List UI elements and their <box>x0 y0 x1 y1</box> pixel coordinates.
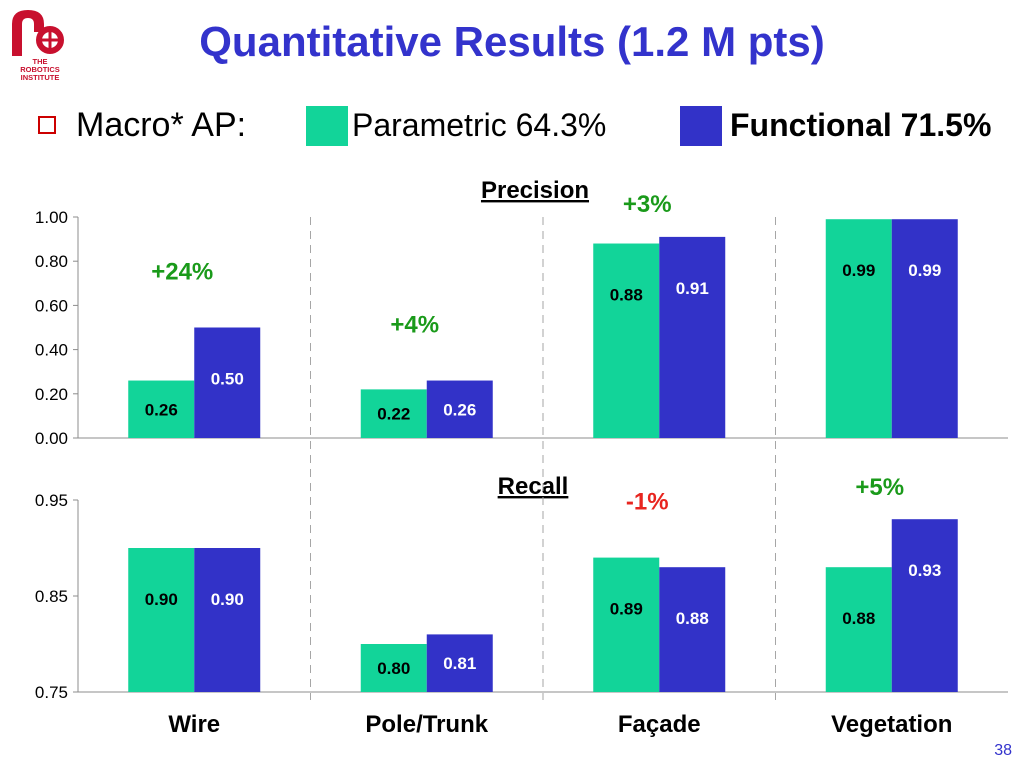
bar <box>659 236 726 438</box>
bar <box>128 548 195 692</box>
bar <box>360 389 427 438</box>
parametric-swatch <box>306 106 348 146</box>
data-label: 0.88 <box>610 286 643 305</box>
data-label: 0.22 <box>377 405 410 424</box>
data-label: 0.93 <box>908 561 941 580</box>
category-label: Vegetation <box>831 711 952 738</box>
change-annotation: +4% <box>390 312 439 339</box>
bar <box>426 634 493 692</box>
page-number: 38 <box>994 742 1012 759</box>
data-label: 0.26 <box>145 400 178 419</box>
y-tick-label: 1.00 <box>35 208 68 227</box>
functional-legend-text: Functional 71.5% <box>730 107 992 143</box>
bar <box>659 567 726 692</box>
data-label: 0.88 <box>842 609 875 628</box>
data-label: 0.99 <box>908 261 941 280</box>
logo-line: INSTITUTE <box>20 73 60 82</box>
bar <box>891 519 958 692</box>
data-label: 0.99 <box>842 261 875 280</box>
logo-line: ROBOTICS <box>20 65 60 74</box>
data-label: 0.90 <box>211 590 244 609</box>
legend-row: Macro* AP: Parametric 64.3% Functional 7… <box>38 104 1018 148</box>
logo-mark-icon <box>12 10 64 56</box>
y-tick-label: 0.80 <box>35 252 68 271</box>
functional-swatch <box>680 106 722 146</box>
slide-title: Quantitative Results (1.2 M pts) <box>199 18 825 65</box>
parametric-legend-text: Parametric 64.3% <box>352 107 607 143</box>
data-label: 0.80 <box>377 659 410 678</box>
bar <box>593 243 660 438</box>
y-tick-label: 0.00 <box>35 429 68 448</box>
category-label: Wire <box>168 711 220 738</box>
change-annotation: +24% <box>151 259 213 286</box>
change-annotation: +5% <box>855 474 904 501</box>
bar <box>128 380 195 438</box>
logo-text: THE ROBOTICS INSTITUTE <box>10 58 70 82</box>
bar <box>360 644 427 692</box>
data-label: 0.50 <box>211 370 244 389</box>
bar <box>891 219 958 438</box>
bar <box>825 219 892 438</box>
data-label: 0.89 <box>610 600 643 619</box>
checkbox-bullet-icon <box>38 116 56 134</box>
category-label: Façade <box>618 711 701 738</box>
y-tick-label: 0.40 <box>35 341 68 360</box>
robotics-institute-logo: THE ROBOTICS INSTITUTE <box>6 6 68 90</box>
data-label: 0.88 <box>676 609 709 628</box>
panel-title: Precision <box>481 177 589 204</box>
category-label: Pole/Trunk <box>365 711 488 738</box>
y-tick-label: 0.85 <box>35 587 68 606</box>
change-annotation: -1% <box>626 489 669 516</box>
bar <box>593 557 660 692</box>
bar <box>825 567 892 692</box>
data-label: 0.81 <box>443 654 476 673</box>
logo-line: THE <box>32 57 48 66</box>
macro-ap-label: Macro* AP: <box>76 106 247 144</box>
bar <box>194 327 261 438</box>
data-label: 0.90 <box>145 590 178 609</box>
y-tick-label: 0.75 <box>35 683 68 702</box>
y-tick-label: 0.20 <box>35 385 68 404</box>
data-label: 0.91 <box>676 279 709 298</box>
change-annotation: +3% <box>623 191 672 218</box>
data-label: 0.26 <box>443 400 476 419</box>
bar <box>194 548 261 692</box>
y-tick-label: 0.60 <box>35 296 68 315</box>
y-tick-label: 0.95 <box>35 491 68 510</box>
bar <box>426 380 493 438</box>
panel-title: Recall <box>498 473 569 500</box>
